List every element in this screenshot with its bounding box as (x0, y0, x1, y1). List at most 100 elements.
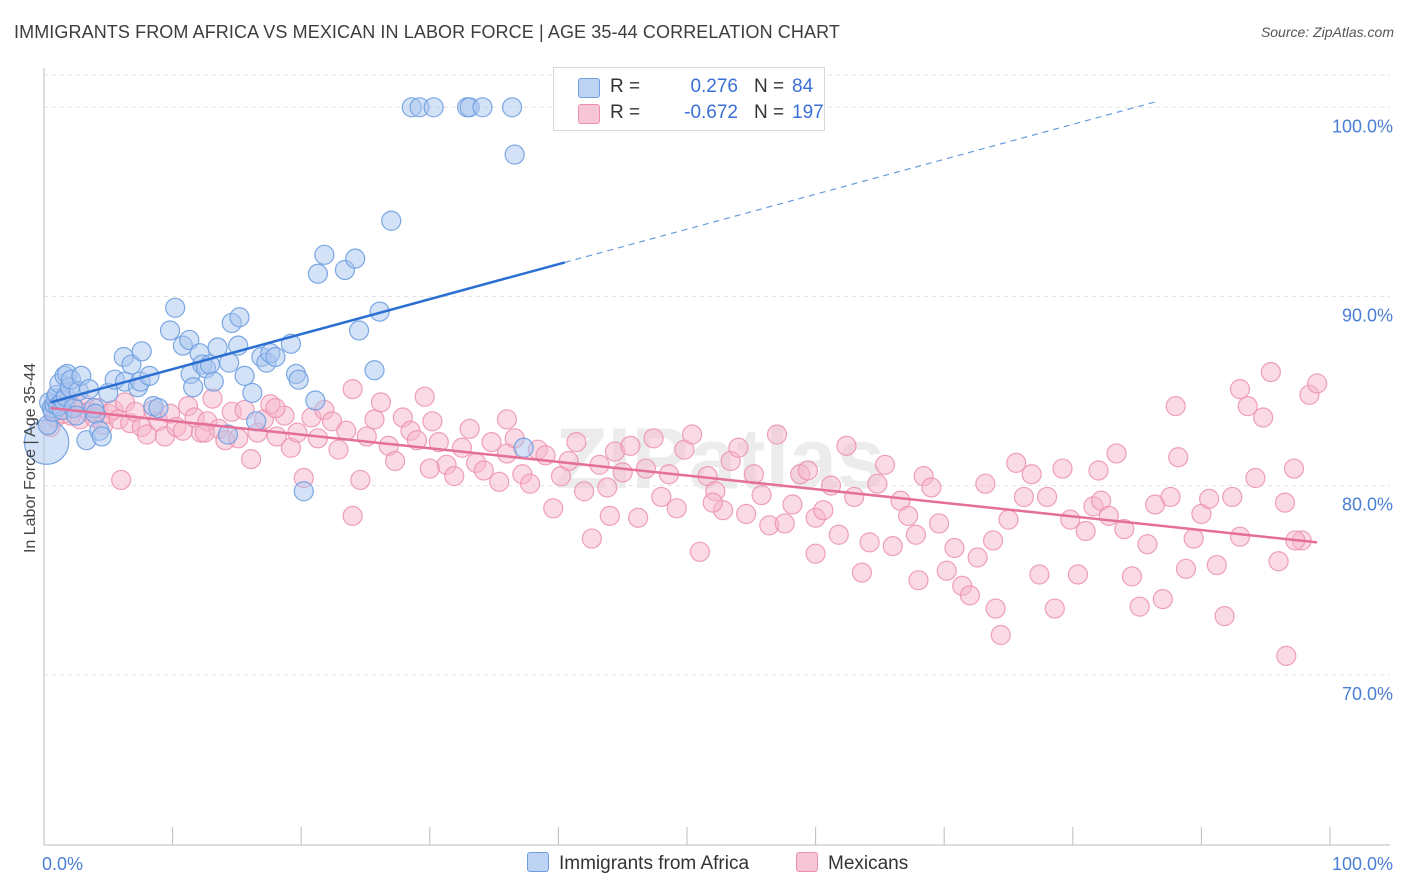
mexican-point (597, 477, 618, 498)
mexican-point (797, 460, 818, 481)
mexican-point (982, 530, 1004, 551)
mexican-point (828, 524, 849, 545)
mexican-point (1253, 407, 1274, 428)
mexican-point (936, 560, 957, 581)
mexican-point (620, 435, 641, 456)
mexican-point (414, 386, 435, 407)
mexican-point (194, 422, 215, 443)
mexican-point (985, 598, 1006, 619)
africa-point (183, 377, 204, 398)
mexican-point (1165, 396, 1186, 417)
mexican-point (265, 397, 286, 419)
mexican-point (959, 585, 981, 606)
mexican-point (1129, 596, 1150, 617)
mexican-point (240, 449, 262, 470)
mexican-point (874, 454, 896, 475)
mexican-point (581, 528, 602, 549)
mexican-point (1044, 598, 1065, 619)
mexican-point (1006, 452, 1027, 474)
mexican-point (1152, 588, 1173, 610)
mexican-point (473, 460, 494, 481)
mexican-point (1175, 558, 1197, 579)
africa-point (165, 297, 186, 318)
mexican-point (1137, 534, 1158, 555)
mexican-point (422, 411, 443, 432)
africa-point (121, 354, 142, 375)
mexican-point (336, 420, 357, 441)
mexican-point (682, 424, 703, 445)
mexican-point (1268, 551, 1289, 572)
mexican-point (350, 469, 371, 491)
mexican-point (1106, 443, 1127, 464)
mexican-point (459, 418, 480, 439)
mexican-point (998, 509, 1019, 530)
mexican-point (111, 469, 132, 491)
chart-title: IMMIGRANTS FROM AFRICA VS MEXICAN IN LAB… (14, 22, 840, 42)
legend-r-value: -0.672 (684, 102, 738, 123)
mexican-point (944, 537, 965, 559)
africa-point (305, 390, 326, 411)
mexican-point (851, 562, 872, 583)
mexican-point (419, 458, 440, 479)
africa-point (159, 320, 181, 341)
legend-r-label: R = (610, 102, 641, 123)
africa-point (91, 426, 112, 447)
mexican-point (1229, 526, 1251, 547)
africa-point (229, 307, 250, 328)
mexican-point (496, 409, 518, 430)
mexican-point (1245, 467, 1266, 489)
mexican-point (905, 524, 927, 545)
mexican-point (612, 462, 633, 483)
mexican-point (805, 543, 826, 564)
mexican-point (406, 430, 428, 451)
mexican-point (1307, 373, 1328, 394)
africa-trend-extension (564, 101, 1157, 263)
mexican-point (1237, 396, 1258, 417)
legend-n-value: 84 (792, 76, 814, 97)
africa-point (234, 365, 255, 386)
mexican-point (766, 424, 788, 445)
y-tick-label: 70.0% (1342, 684, 1393, 704)
africa-point (348, 320, 370, 341)
y-tick-label: 90.0% (1342, 305, 1393, 325)
mexican-point (702, 492, 723, 513)
mexican-point (728, 437, 749, 458)
mexican-point (1075, 520, 1096, 542)
mexican-point (844, 486, 865, 508)
africa-legend-swatch (527, 852, 549, 872)
africa-point (364, 360, 385, 381)
mexican-point (628, 507, 649, 528)
mexican-point (543, 498, 564, 519)
mexican-point (1199, 488, 1220, 509)
tick-labels: 70.0% 80.0% 90.0% 100.0% 0.0% 100.0% (42, 116, 1393, 874)
mexican-point (1260, 362, 1281, 383)
mexican-point (1206, 554, 1227, 576)
mexican-point (202, 388, 223, 409)
mexican-point (813, 500, 834, 521)
mexican-point (666, 498, 687, 519)
mexican-point (1088, 460, 1109, 481)
mexican-point (1029, 564, 1050, 585)
mexican-point (1283, 458, 1305, 479)
mexican-point (1121, 566, 1143, 587)
mexican-points (40, 362, 1328, 666)
mexican-point (342, 505, 363, 526)
mexican-point (736, 503, 757, 525)
africa-point (148, 397, 169, 419)
mexican-point (489, 471, 510, 492)
mexican-point (451, 437, 473, 458)
mexican-point (520, 473, 541, 494)
mexican-point (643, 428, 664, 449)
mexican-point (599, 505, 620, 526)
mexican-point (975, 473, 996, 494)
mexican-point (1183, 528, 1204, 549)
correlation-legend: R = 0.276 N = 84 R = -0.672 N = 197 (553, 67, 825, 131)
africa-point (345, 248, 366, 269)
mexican-point (328, 439, 349, 460)
y-tick-label: 100.0% (1332, 116, 1393, 136)
africa-point (423, 97, 444, 118)
africa-point (217, 424, 238, 445)
africa-point (293, 481, 314, 502)
mexican-swatch (578, 104, 600, 124)
africa-point (504, 144, 525, 165)
